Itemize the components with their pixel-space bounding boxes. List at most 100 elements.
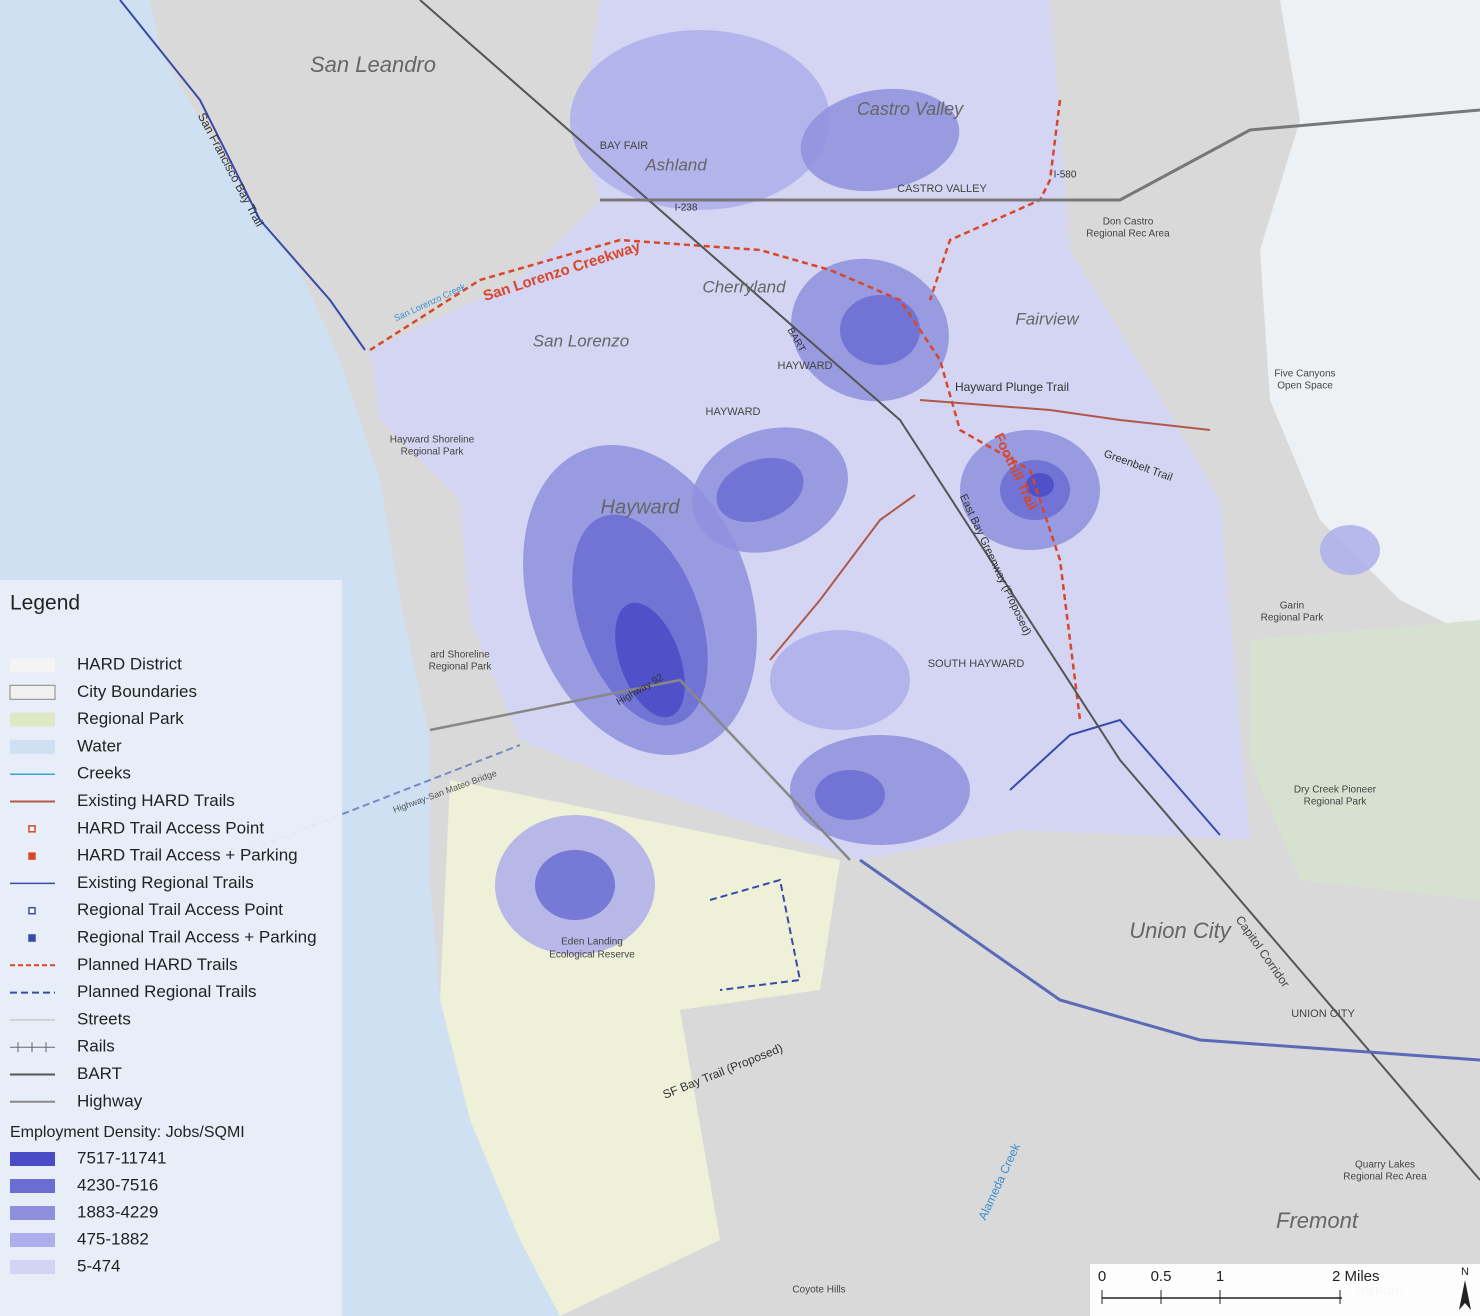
- park-label: Hayward Shoreline: [390, 435, 475, 446]
- place-label: BAY FAIR: [600, 140, 649, 152]
- legend-item: Water: [77, 736, 122, 755]
- scale-label: 1: [1216, 1268, 1224, 1285]
- park-label: Regional Rec Area: [1343, 1172, 1427, 1183]
- density-blob: [1320, 525, 1380, 575]
- place-label: UNION CITY: [1291, 1008, 1355, 1020]
- park-label: Regional Park: [1261, 613, 1325, 624]
- legend-item: 7517-11741: [77, 1148, 167, 1167]
- place-label: Castro Valley: [857, 99, 964, 119]
- regional-trail: [1009, 718, 1221, 836]
- place-label: Fremont: [1276, 1208, 1359, 1233]
- density-blob: [570, 30, 830, 210]
- highway: [859, 858, 1480, 1062]
- place-label: San Lorenzo: [533, 331, 629, 350]
- place-label: Ashland: [644, 155, 707, 174]
- highway: [600, 108, 1480, 202]
- legend-box: [0, 580, 342, 1316]
- legend-item: Rails: [77, 1037, 115, 1056]
- density-blob: [535, 850, 615, 920]
- legend-symbol: [28, 906, 36, 915]
- legend-title: Legend: [10, 592, 80, 615]
- legend-item: HARD District: [77, 654, 182, 673]
- regional-trail: [119, 0, 366, 351]
- park-label: Quarry Lakes: [1355, 1160, 1415, 1171]
- legend-item: 5-474: [77, 1256, 120, 1275]
- legend-item: Planned HARD Trails: [77, 955, 238, 974]
- route-label: I-238: [675, 203, 698, 214]
- place-label: CASTRO VALLEY: [897, 183, 987, 195]
- legend-item: 1883-4229: [77, 1202, 158, 1221]
- park-label: Dry Creek Pioneer: [1294, 785, 1377, 796]
- scale-box: [1090, 1264, 1480, 1316]
- legend-item: Regional Park: [77, 709, 184, 728]
- scale-label: 0: [1098, 1268, 1106, 1285]
- route-label: I-580: [1054, 170, 1077, 181]
- density-blob: [716, 457, 804, 523]
- legend-item: 475-1882: [77, 1229, 149, 1248]
- legend-swatch: [10, 1152, 55, 1166]
- scale-label: 0.5: [1151, 1268, 1172, 1285]
- legend-item: BART: [77, 1064, 122, 1083]
- place-label: SOUTH HAYWARD: [928, 658, 1025, 670]
- legend-item: HARD Trail Access Point: [77, 818, 264, 837]
- legend-item: Creeks: [77, 764, 131, 783]
- place-label: Fairview: [1015, 309, 1080, 328]
- planned-regional-trail: [709, 878, 802, 991]
- park-label: Coyote Hills: [792, 1285, 845, 1296]
- legend-item: HARD Trail Access + Parking: [77, 846, 298, 865]
- legend-symbol: [10, 712, 55, 727]
- park-label: Regional Park: [401, 447, 465, 458]
- legend-item: Existing HARD Trails: [77, 791, 235, 810]
- density-blob: [815, 770, 885, 820]
- legend-symbol: [28, 934, 36, 942]
- legend-item: City Boundaries: [77, 682, 197, 701]
- legend-symbol: [28, 825, 36, 833]
- north-arrow: [1459, 1280, 1471, 1310]
- highway: [429, 678, 851, 861]
- park-label: Don Castro: [1103, 217, 1154, 228]
- hills: [1260, 0, 1480, 640]
- existing-hard-trail: [769, 494, 916, 661]
- bart: [419, 0, 1480, 1181]
- park-label: Garin: [1280, 601, 1304, 612]
- place-label: Union City: [1129, 918, 1232, 943]
- park-label: Regional Rec Area: [1086, 229, 1170, 240]
- legend-item: 4230-7516: [77, 1175, 158, 1194]
- route-label: Hayward Plunge Trail: [955, 380, 1069, 394]
- legend-item: Highway: [77, 1091, 143, 1110]
- legend-swatch: [10, 1260, 55, 1274]
- planned-hard-trail: [369, 238, 1082, 721]
- place-label: HAYWARD: [778, 360, 833, 372]
- park-label: ard Shoreline: [430, 650, 490, 661]
- park-label: Eden Landing: [561, 937, 623, 948]
- legend-symbol: [10, 739, 55, 754]
- legend-symbol: [28, 852, 36, 860]
- legend-symbol: [9, 684, 56, 700]
- existing-hard-trail: [919, 399, 1211, 431]
- regional-park: [1250, 620, 1480, 900]
- density-blob: [770, 630, 910, 730]
- legend-swatch: [10, 1179, 55, 1193]
- legend-item: Streets: [77, 1009, 131, 1028]
- place-label: Cherryland: [702, 277, 786, 296]
- legend-item: Existing Regional Trails: [77, 873, 254, 892]
- park-label: Regional Park: [1304, 797, 1368, 808]
- legend-item: Planned Regional Trails: [77, 982, 257, 1001]
- legend-symbol: [10, 658, 55, 672]
- density-blob: [800, 88, 960, 192]
- density-blob: [840, 295, 920, 365]
- north-label: N: [1461, 1266, 1469, 1278]
- legend-swatch: [10, 1233, 55, 1247]
- park-label: Open Space: [1277, 381, 1333, 392]
- place-label: Hayward: [601, 496, 681, 518]
- legend-swatch: [10, 1206, 55, 1220]
- park-label: Five Canyons: [1274, 369, 1335, 380]
- place-label: HAYWARD: [706, 406, 761, 418]
- park-label: Ecological Reserve: [549, 950, 635, 961]
- park-label: Regional Park: [429, 662, 493, 673]
- legend-item: Regional Trail Access Point: [77, 900, 283, 919]
- legend-item: Regional Trail Access + Parking: [77, 927, 317, 946]
- legend-subtitle: Employment Density: Jobs/SQMI: [10, 1124, 245, 1141]
- scale-label: 2 Miles: [1332, 1268, 1380, 1285]
